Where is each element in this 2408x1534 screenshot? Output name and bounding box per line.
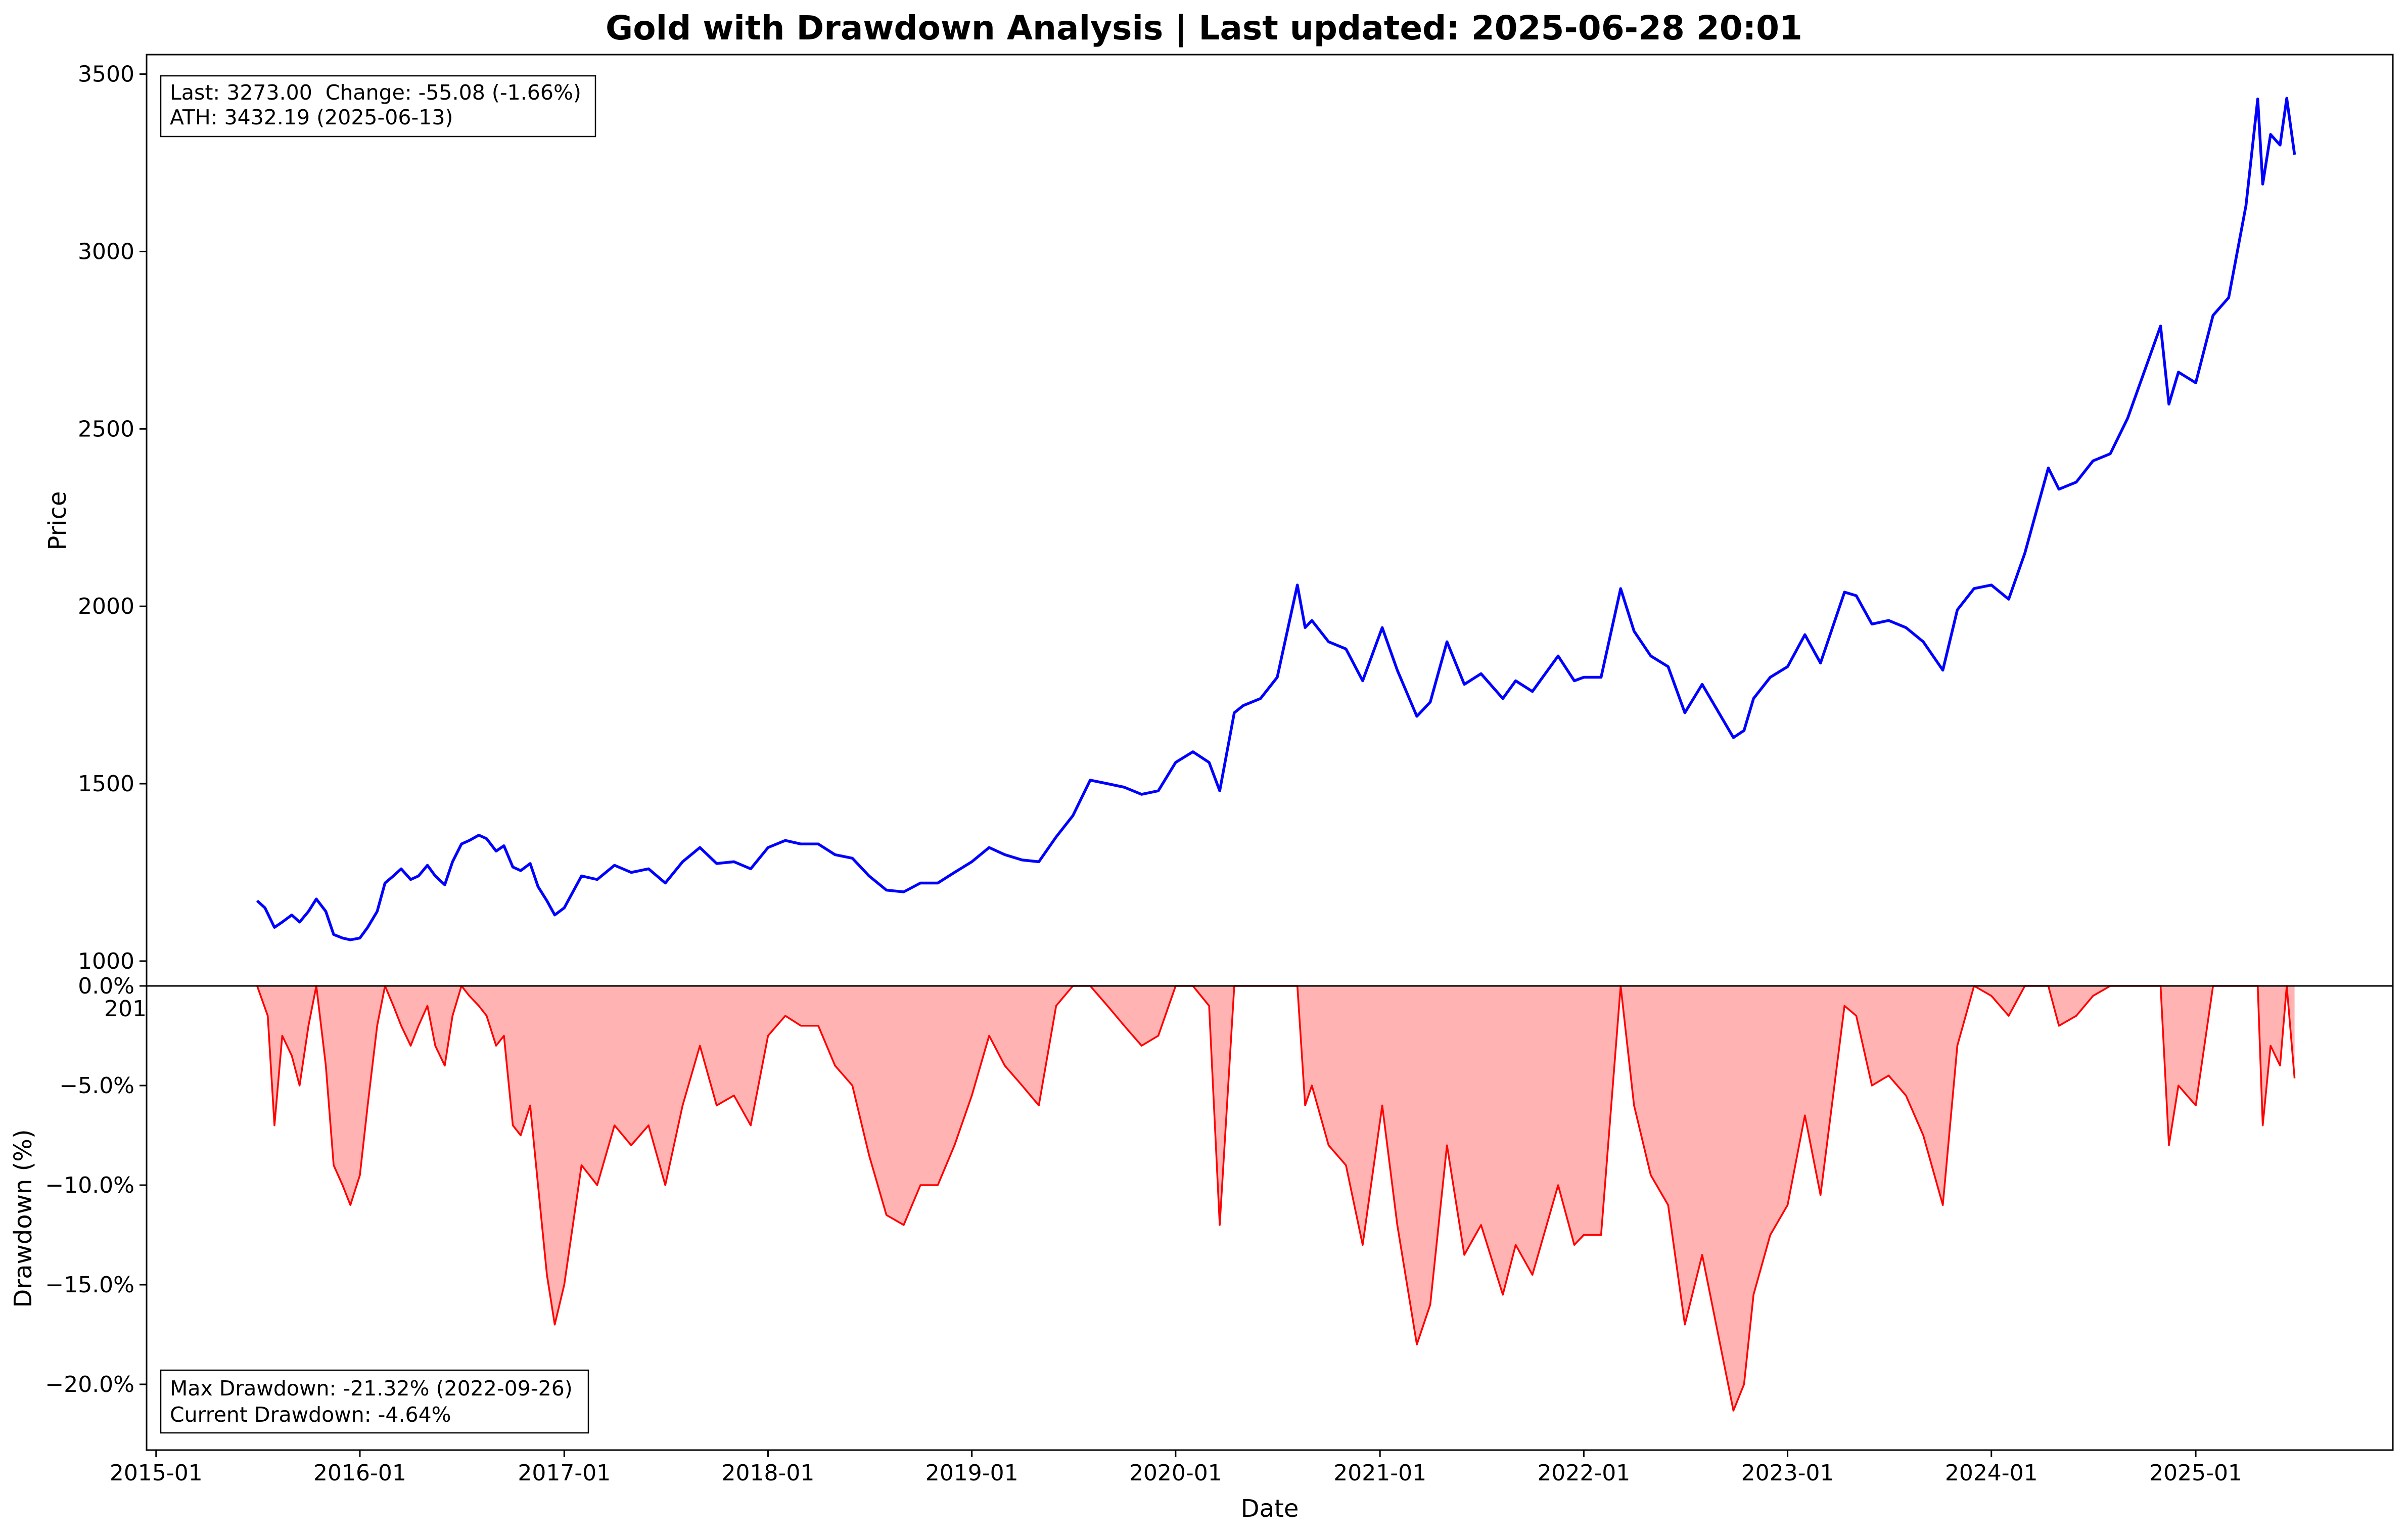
x-axis-label: Date <box>1241 1495 1299 1523</box>
drawdown-y-ticks: 0.0% −5.0% −10.0% −15.0% −20.0% <box>45 973 147 1397</box>
drawdown-y-tick-label: −20.0% <box>45 1372 134 1397</box>
price-y-tick-label: 3500 <box>78 62 134 87</box>
x-tick-label: 2024-01 <box>1945 1460 2038 1486</box>
ath-text: ATH: 3432.19 (2025-06-13) <box>170 105 453 129</box>
x-tick-label: 2020-01 <box>1129 1460 1222 1486</box>
drawdown-y-tick-label: 0.0% <box>78 973 134 999</box>
chart-title: Gold with Drawdown Analysis | Last updat… <box>606 9 1802 48</box>
date-x-ticks: 2015-01 2016-01 2017-01 2018-01 2019-01 2020-… <box>110 1450 2242 1486</box>
price-y-tick-label: 2500 <box>78 416 134 442</box>
x-tick-label: 2025-01 <box>2149 1460 2242 1486</box>
drawdown-y-tick-label: −15.0% <box>45 1272 134 1298</box>
x-tick-label: 2017-01 <box>518 1460 611 1486</box>
current-drawdown-text: Current Drawdown: -4.64% <box>170 1403 451 1427</box>
drawdown-fill-area <box>257 986 2295 1411</box>
drawdown-info-box-frame <box>160 1369 589 1434</box>
last-change-text: Last: 3273.00 Change: -55.08 (-1.66%) <box>170 80 581 105</box>
max-drawdown-text: Max Drawdown: -21.32% (2022-09-26) <box>170 1376 573 1401</box>
x-tick-label: 2021-01 <box>1333 1460 1426 1486</box>
drawdown-line <box>256 985 2296 1412</box>
drawdown-y-tick-label: −10.0% <box>45 1172 134 1198</box>
drawdown-y-tick-label: −5.0% <box>59 1073 134 1099</box>
clipped-tick-fragment: 201 <box>104 996 147 1022</box>
x-tick-label: 2015-01 <box>110 1460 203 1486</box>
x-tick-label: 2018-01 <box>722 1460 815 1486</box>
drawdown-y-axis-label: Drawdown (%) <box>9 1129 37 1307</box>
price-y-tick-label: 3000 <box>78 239 134 264</box>
x-tick-label: 2023-01 <box>1741 1460 1834 1486</box>
drawdown-panel: 0.0% −5.0% −10.0% −15.0% −20.0% 2015-01 2016-… <box>9 973 2394 1523</box>
x-tick-label: 2022-01 <box>1537 1460 1630 1486</box>
price-line <box>256 97 2296 941</box>
x-tick-label: 2019-01 <box>925 1460 1018 1486</box>
price-info-box-frame <box>160 75 596 138</box>
price-y-tick-label: 1500 <box>78 771 134 797</box>
x-tick-label: 2016-01 <box>313 1460 406 1486</box>
price-info-box: Last: 3273.00 Change: -55.08 (-1.66%) AT… <box>160 75 596 138</box>
price-y-tick-label: 2000 <box>78 594 134 619</box>
price-y-axis-label: Price <box>43 491 72 550</box>
drawdown-info-box: Max Drawdown: -21.32% (2022-09-26) Curre… <box>160 1369 589 1434</box>
price-y-tick-label: 1000 <box>78 949 134 974</box>
price-y-ticks: 1000 1500 2000 2500 3000 3500 <box>78 62 147 974</box>
